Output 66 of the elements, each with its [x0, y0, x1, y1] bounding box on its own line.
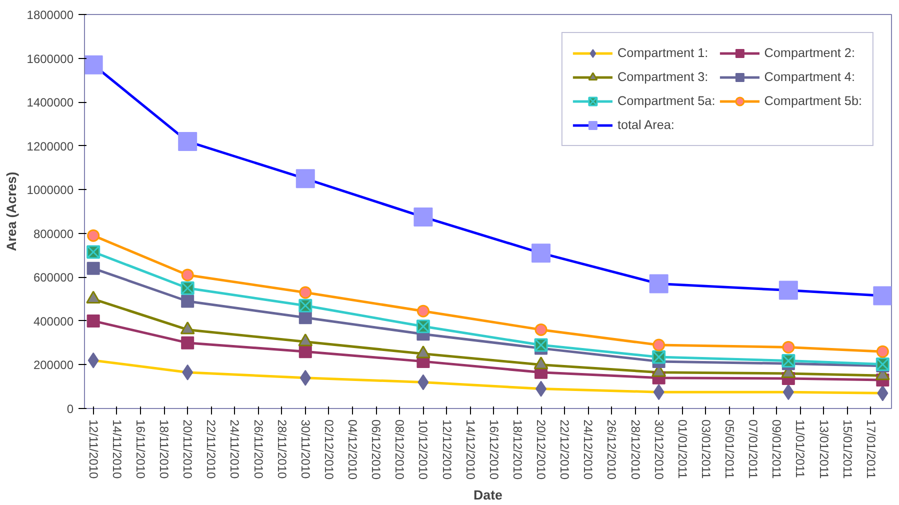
x-tick-label: 07/01/2011 [746, 420, 760, 479]
point [298, 345, 312, 358]
point [181, 268, 194, 282]
x-tick-label: 01/01/2011 [675, 420, 690, 479]
x-tick-label: 24/12/2010 [581, 420, 596, 480]
point [86, 314, 100, 328]
x-tick-label: 16/11/2010 [133, 420, 148, 479]
point [416, 304, 430, 318]
point [876, 345, 889, 358]
x-tick-label: 06/12/2010 [369, 420, 384, 480]
y-tick-label: 800000 [33, 226, 74, 241]
y-tick-label: 1800000 [26, 8, 74, 22]
legend-label: Compartment 5b: [764, 94, 862, 108]
y-tick-label: 1600000 [26, 52, 74, 66]
y-tick-label: 1200000 [26, 139, 74, 154]
x-tick-label: 17/01/2011 [864, 420, 878, 479]
y-tick-label: 200000 [33, 358, 74, 372]
x-tick-label: 30/11/2010 [298, 420, 312, 479]
x-tick-label: 22/11/2010 [204, 420, 218, 479]
legend-label: Compartment 3: [617, 70, 708, 84]
point [534, 323, 548, 336]
x-tick-label: 15/01/2011 [840, 420, 854, 479]
x-tick-label: 10/12/2010 [416, 420, 430, 480]
legend-label: Compartment 4: [764, 70, 855, 84]
y-axis-title: Area (Acres) [4, 172, 19, 252]
x-tick-label: 24/11/2010 [228, 420, 242, 479]
x-tick-label: 28/12/2010 [628, 420, 642, 480]
x-tick-label: 08/12/2010 [392, 420, 407, 480]
x-tick-label: 26/11/2010 [251, 420, 266, 479]
x-tick-label: 16/12/2010 [486, 420, 501, 480]
y-tick-label: 1000000 [26, 183, 74, 198]
point [181, 294, 194, 308]
x-tick-label: 14/12/2010 [463, 420, 478, 480]
x-tick-label: 22/12/2010 [558, 420, 572, 480]
point [782, 340, 795, 354]
point [87, 229, 100, 242]
legend-label: total Area: [617, 118, 674, 132]
x-tick-label: 14/11/2010 [110, 420, 124, 479]
point [299, 286, 312, 299]
y-tick-label: 0 [66, 402, 74, 416]
x-tick-label: 11/01/2011 [793, 420, 808, 478]
x-tick-label: 02/12/2010 [322, 420, 336, 480]
x-tick-label: 20/12/2010 [534, 420, 548, 480]
x-axis-title: Date [474, 488, 502, 503]
x-tick-label: 03/01/2011 [698, 420, 713, 479]
x-tick-label: 28/11/2010 [274, 420, 289, 479]
legend-label: Compartment 2: [764, 46, 855, 60]
y-tick-label: 1400000 [26, 96, 74, 110]
y-tick-label: 400000 [33, 314, 74, 328]
point [86, 262, 100, 275]
x-tick-label: 18/11/2010 [157, 420, 172, 479]
x-tick-label: 12/11/2010 [86, 420, 100, 479]
legend-label: Compartment 5a: [617, 94, 716, 108]
point [652, 338, 666, 352]
x-tick-label: 30/12/2010 [652, 420, 666, 480]
x-tick-label: 18/12/2010 [510, 420, 524, 480]
x-tick-label: 04/12/2010 [346, 420, 360, 480]
x-tick-label: 05/01/2011 [722, 420, 737, 479]
point [181, 336, 194, 350]
x-tick-label: 09/01/2011 [770, 420, 784, 479]
legend-label: Compartment 1: [617, 46, 708, 60]
x-tick-label: 13/01/2011 [816, 420, 831, 479]
x-tick-label: 12/12/2010 [440, 420, 454, 480]
x-tick-label: 20/11/2010 [180, 420, 195, 479]
y-tick-label: 600000 [33, 270, 74, 285]
x-tick-label: 26/12/2010 [604, 420, 619, 480]
